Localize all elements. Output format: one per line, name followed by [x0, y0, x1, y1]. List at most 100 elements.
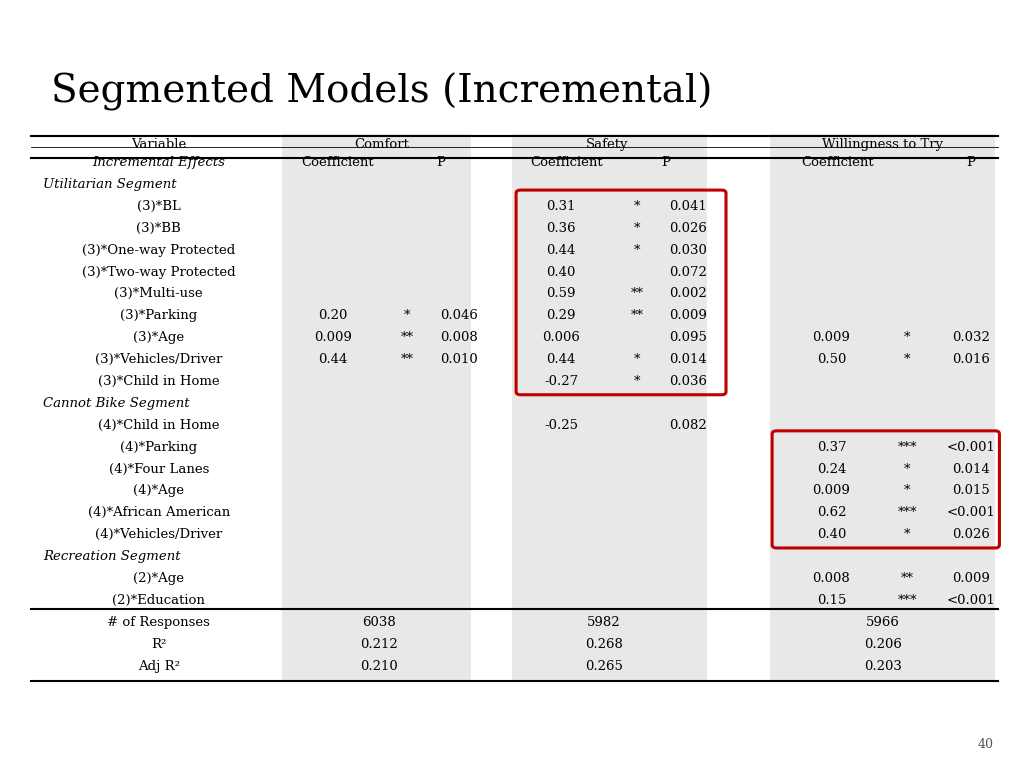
- Text: *: *: [904, 462, 910, 475]
- Text: 5982: 5982: [588, 616, 621, 629]
- Text: 0.015: 0.015: [952, 485, 989, 498]
- Text: (3)*Two-way Protected: (3)*Two-way Protected: [82, 266, 236, 279]
- Text: 0.203: 0.203: [864, 660, 901, 673]
- Text: *: *: [904, 353, 910, 366]
- Text: 0.008: 0.008: [813, 572, 850, 585]
- Text: (4)*Child in Home: (4)*Child in Home: [98, 419, 219, 432]
- Text: *: *: [634, 200, 640, 213]
- Text: 0.002: 0.002: [670, 287, 707, 300]
- Text: Willingness to Try: Willingness to Try: [822, 138, 943, 151]
- Text: Coefficient: Coefficient: [302, 157, 374, 169]
- Text: (3)*BL: (3)*BL: [137, 200, 180, 213]
- Text: 0.014: 0.014: [952, 462, 989, 475]
- Text: 0.37: 0.37: [817, 441, 846, 454]
- Text: 0.041: 0.041: [670, 200, 707, 213]
- Text: (3)*Parking: (3)*Parking: [120, 310, 198, 323]
- Text: 0.212: 0.212: [360, 637, 397, 650]
- Text: 0.206: 0.206: [864, 637, 901, 650]
- Text: **: **: [631, 310, 643, 323]
- Text: ***: ***: [897, 441, 918, 454]
- Text: 0.29: 0.29: [547, 310, 575, 323]
- Text: 0.010: 0.010: [440, 353, 477, 366]
- Text: *: *: [634, 222, 640, 235]
- Text: <0.001: <0.001: [946, 594, 995, 607]
- Text: ***: ***: [897, 506, 918, 519]
- Text: (3)*One-way Protected: (3)*One-way Protected: [82, 243, 236, 257]
- Text: Cannot Bike Segment: Cannot Bike Segment: [43, 397, 189, 410]
- Text: (3)*Child in Home: (3)*Child in Home: [98, 375, 219, 388]
- Text: 0.016: 0.016: [952, 353, 989, 366]
- Text: (4)*Age: (4)*Age: [133, 485, 184, 498]
- Text: Coefficient: Coefficient: [530, 157, 602, 169]
- Text: Segmented Models (Incremental): Segmented Models (Incremental): [51, 73, 713, 111]
- Text: 0.210: 0.210: [360, 660, 397, 673]
- Text: 0.008: 0.008: [440, 331, 477, 344]
- Text: 0.44: 0.44: [318, 353, 347, 366]
- Text: 0.20: 0.20: [318, 310, 347, 323]
- Text: 0.40: 0.40: [547, 266, 575, 279]
- Text: (2)*Age: (2)*Age: [133, 572, 184, 585]
- Text: 0.006: 0.006: [543, 331, 580, 344]
- Text: 0.009: 0.009: [813, 485, 850, 498]
- Text: 0.009: 0.009: [952, 572, 989, 585]
- Text: 0.032: 0.032: [952, 331, 989, 344]
- Text: P: P: [662, 157, 670, 169]
- Text: Coefficient: Coefficient: [802, 157, 873, 169]
- Text: 0.026: 0.026: [670, 222, 707, 235]
- Text: *: *: [904, 485, 910, 498]
- Text: **: **: [631, 287, 643, 300]
- Text: 0.009: 0.009: [314, 331, 351, 344]
- Text: *: *: [904, 331, 910, 344]
- Text: 0.59: 0.59: [547, 287, 575, 300]
- Text: 0.268: 0.268: [586, 637, 623, 650]
- Text: (3)*Age: (3)*Age: [133, 331, 184, 344]
- Text: 0.15: 0.15: [817, 594, 846, 607]
- Text: 0.44: 0.44: [547, 353, 575, 366]
- Text: *: *: [634, 353, 640, 366]
- Text: *: *: [404, 310, 411, 323]
- Text: 0.50: 0.50: [817, 353, 846, 366]
- Text: P: P: [436, 157, 444, 169]
- Text: 0.095: 0.095: [670, 331, 707, 344]
- Text: P: P: [967, 157, 975, 169]
- Text: (4)*African American: (4)*African American: [88, 506, 229, 519]
- Text: (4)*Vehicles/Driver: (4)*Vehicles/Driver: [95, 528, 222, 541]
- Text: ***: ***: [897, 594, 918, 607]
- Text: **: **: [901, 572, 913, 585]
- Text: Comfort: Comfort: [354, 138, 410, 151]
- Text: R²: R²: [151, 637, 167, 650]
- Text: 0.24: 0.24: [817, 462, 846, 475]
- Text: *: *: [904, 528, 910, 541]
- Text: 0.009: 0.009: [813, 331, 850, 344]
- Text: 0.40: 0.40: [817, 528, 846, 541]
- Text: 5966: 5966: [865, 616, 900, 629]
- Text: *: *: [634, 375, 640, 388]
- Text: Recreation Segment: Recreation Segment: [43, 550, 180, 563]
- Text: 0.265: 0.265: [586, 660, 623, 673]
- Text: 0.36: 0.36: [547, 222, 575, 235]
- Text: (3)*Multi-use: (3)*Multi-use: [115, 287, 203, 300]
- Text: 0.31: 0.31: [547, 200, 575, 213]
- Text: (4)*Four Lanes: (4)*Four Lanes: [109, 462, 209, 475]
- Text: Safety: Safety: [586, 138, 629, 151]
- Text: 0.009: 0.009: [670, 310, 707, 323]
- Text: -0.25: -0.25: [544, 419, 579, 432]
- Text: Adj R²: Adj R²: [137, 660, 180, 673]
- Text: -0.27: -0.27: [544, 375, 579, 388]
- Text: 0.026: 0.026: [952, 528, 989, 541]
- Text: Variable: Variable: [131, 138, 186, 151]
- Text: (3)*Vehicles/Driver: (3)*Vehicles/Driver: [95, 353, 222, 366]
- Text: 6038: 6038: [362, 616, 395, 629]
- Text: **: **: [401, 353, 414, 366]
- Text: *: *: [634, 243, 640, 257]
- Text: (4)*Parking: (4)*Parking: [120, 441, 198, 454]
- Text: 0.072: 0.072: [670, 266, 707, 279]
- Text: 0.030: 0.030: [670, 243, 707, 257]
- Text: <0.001: <0.001: [946, 441, 995, 454]
- Text: 0.62: 0.62: [817, 506, 846, 519]
- Text: 0.082: 0.082: [670, 419, 707, 432]
- Text: (2)*Education: (2)*Education: [113, 594, 205, 607]
- Text: 0.014: 0.014: [670, 353, 707, 366]
- Text: **: **: [401, 331, 414, 344]
- Text: (3)*BB: (3)*BB: [136, 222, 181, 235]
